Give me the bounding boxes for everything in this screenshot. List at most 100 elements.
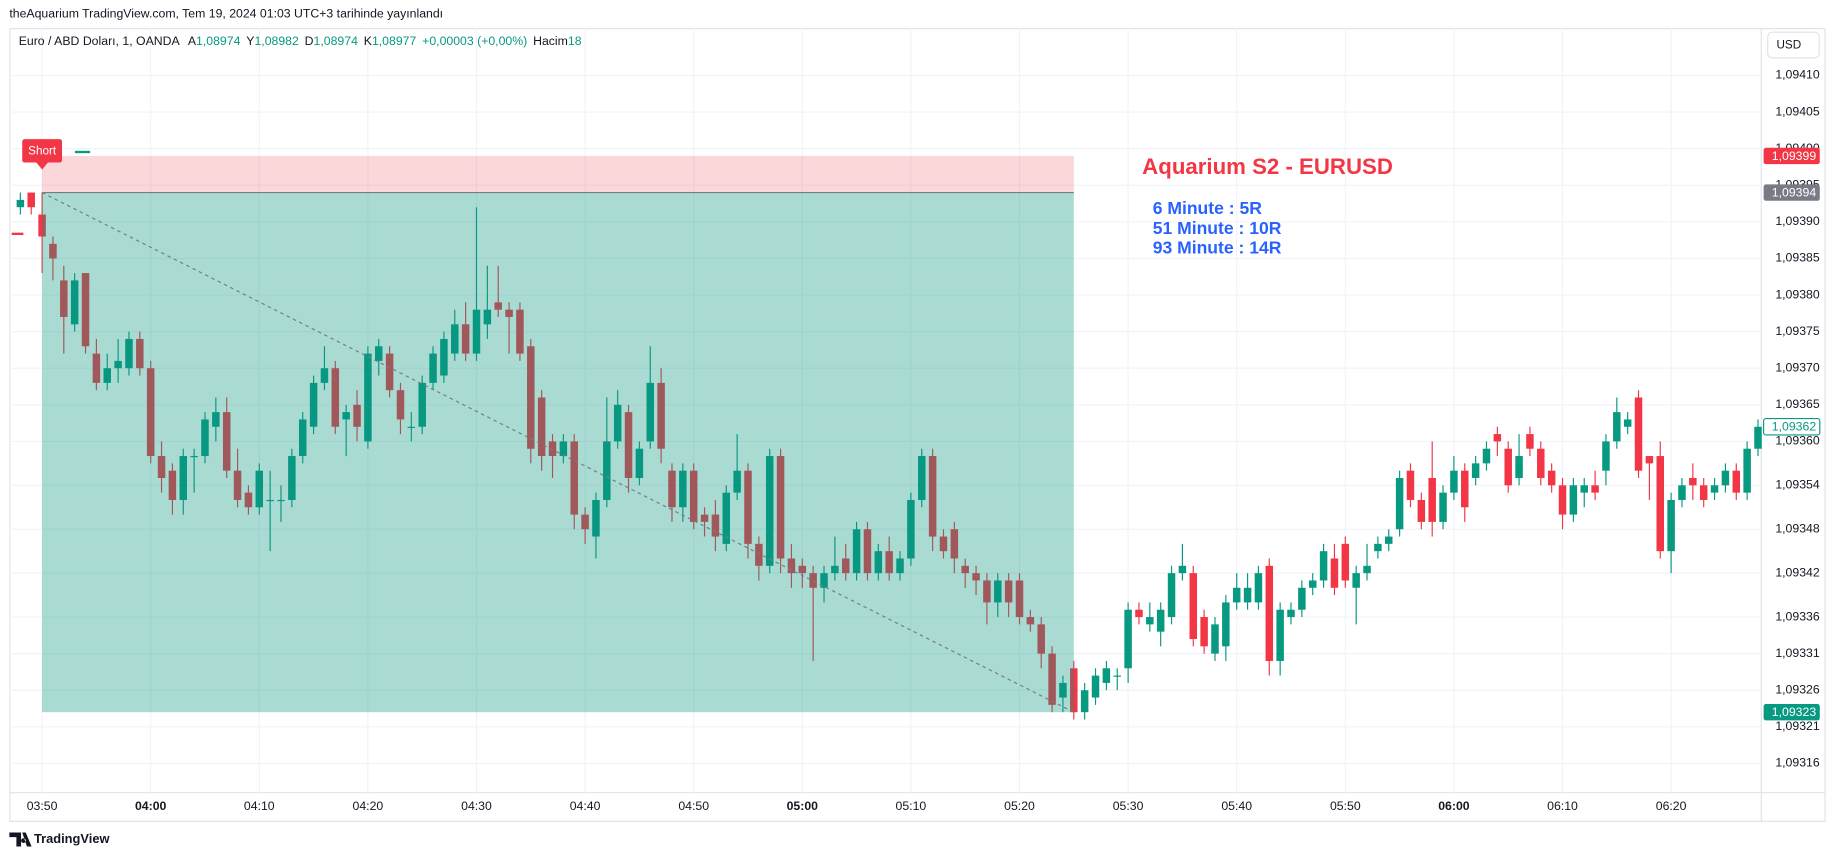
candle-body bbox=[157, 456, 166, 478]
y-tick-label: 1,09321 bbox=[1775, 719, 1820, 733]
candle-body bbox=[1569, 485, 1578, 515]
candle-body bbox=[1298, 587, 1306, 610]
legend-key: Y bbox=[246, 34, 254, 48]
candle-body bbox=[168, 470, 177, 500]
candle-body bbox=[635, 448, 644, 478]
y-tick-label: 1,09410 bbox=[1775, 68, 1820, 82]
y-tick-label: 1,09405 bbox=[1775, 104, 1820, 118]
candle-body bbox=[1276, 609, 1284, 661]
candle-body bbox=[1504, 448, 1512, 486]
price-badge bbox=[1763, 417, 1821, 436]
candle-body bbox=[668, 470, 676, 508]
candle-body bbox=[60, 280, 68, 317]
candle-body bbox=[1287, 609, 1295, 618]
brand: TradingView bbox=[34, 831, 111, 846]
candle-body bbox=[863, 529, 872, 574]
candle-body bbox=[1048, 653, 1056, 705]
x-tick-label: 03:50 bbox=[27, 799, 58, 813]
candle-body bbox=[700, 514, 709, 522]
candle-body bbox=[146, 368, 155, 457]
x-tick-label: 05:20 bbox=[1004, 799, 1035, 813]
candle-body bbox=[1493, 434, 1502, 442]
candle-body bbox=[1091, 675, 1100, 698]
candle-body bbox=[776, 456, 785, 559]
brand-logo bbox=[9, 832, 32, 847]
candle-body bbox=[407, 426, 416, 428]
candle-body bbox=[1156, 609, 1165, 632]
candle-body bbox=[548, 441, 557, 457]
candle-body bbox=[1395, 477, 1404, 530]
legend-key: D bbox=[305, 34, 314, 48]
candle-body bbox=[1102, 668, 1111, 683]
candle-body bbox=[277, 499, 285, 502]
candle-body bbox=[1374, 543, 1382, 552]
candle-body bbox=[309, 382, 318, 427]
candle-body bbox=[646, 382, 654, 442]
candle-body bbox=[201, 419, 209, 457]
candle-body bbox=[1526, 434, 1534, 449]
y-tick-label: 1,09360 bbox=[1775, 434, 1820, 448]
candle-body bbox=[983, 580, 991, 603]
candle-body bbox=[961, 565, 969, 574]
candle-body bbox=[288, 456, 296, 500]
position-zone bbox=[41, 155, 1075, 713]
candle-body bbox=[570, 441, 578, 515]
candle-body bbox=[27, 192, 35, 208]
candle-body bbox=[1200, 617, 1208, 647]
y-tick-label: 1,09348 bbox=[1775, 521, 1820, 535]
candle-body bbox=[375, 346, 383, 361]
candle-body bbox=[809, 573, 817, 588]
candle-body bbox=[874, 551, 883, 574]
candle-body bbox=[179, 456, 188, 500]
candle-body bbox=[255, 470, 264, 508]
legend-value: 1,08977 bbox=[372, 34, 417, 48]
y-tick-label: 1,09354 bbox=[1775, 478, 1820, 492]
candle-body bbox=[1754, 426, 1762, 449]
legend-change: +0,00003 (+0,00%) bbox=[422, 34, 527, 48]
legend: Euro / ABD Doları, 1, OANDA A1,08974 Y1,08… bbox=[19, 34, 582, 48]
x-tick-label: 05:00 bbox=[787, 799, 819, 813]
candle-body bbox=[907, 499, 915, 559]
candle-body bbox=[624, 412, 633, 478]
candle-body bbox=[950, 529, 959, 559]
currency-label[interactable]: USD bbox=[1776, 39, 1801, 52]
candle-body bbox=[1319, 551, 1328, 581]
candle-body bbox=[461, 324, 470, 354]
candle-body bbox=[798, 565, 807, 574]
y-tick-label: 1,09365 bbox=[1775, 397, 1820, 411]
price-badge-label: 1,09362 bbox=[1772, 420, 1817, 434]
candle-body bbox=[559, 441, 568, 457]
x-tick-label: 06:00 bbox=[1438, 799, 1470, 813]
candle-body bbox=[125, 338, 133, 369]
price-badge-label: 1,09394 bbox=[1772, 185, 1817, 199]
candle-body bbox=[1015, 580, 1024, 618]
candle-body bbox=[679, 470, 687, 508]
candles bbox=[16, 192, 1762, 720]
candle-body bbox=[1124, 609, 1132, 669]
candle-body bbox=[1515, 456, 1523, 478]
candle-body bbox=[1461, 470, 1469, 508]
candle-body bbox=[841, 558, 850, 574]
currency-button[interactable] bbox=[1767, 31, 1820, 59]
candle-body bbox=[81, 273, 90, 347]
annotation-title: Aquarium S2 - EURUSD bbox=[1142, 154, 1393, 179]
y-tick-label: 1,09316 bbox=[1775, 756, 1820, 770]
short-badge-pointer bbox=[36, 162, 48, 170]
candle-body bbox=[1341, 543, 1350, 581]
legend-value: 1,08974 bbox=[314, 34, 359, 48]
candle-body bbox=[581, 514, 589, 530]
x-tick-label: 04:10 bbox=[244, 799, 275, 813]
candle-body bbox=[1330, 558, 1339, 588]
candle-body bbox=[1135, 609, 1143, 618]
risk-zone bbox=[42, 155, 1074, 193]
price-badge-label: 1,09399 bbox=[1772, 149, 1817, 163]
candle-body bbox=[385, 353, 394, 391]
candle-body bbox=[212, 412, 220, 427]
candle-body bbox=[689, 470, 698, 522]
candle-body bbox=[190, 456, 198, 458]
candle-body bbox=[418, 382, 426, 427]
candle-body bbox=[1352, 573, 1360, 588]
candle-body bbox=[755, 543, 763, 566]
short-label: Short bbox=[28, 145, 57, 158]
